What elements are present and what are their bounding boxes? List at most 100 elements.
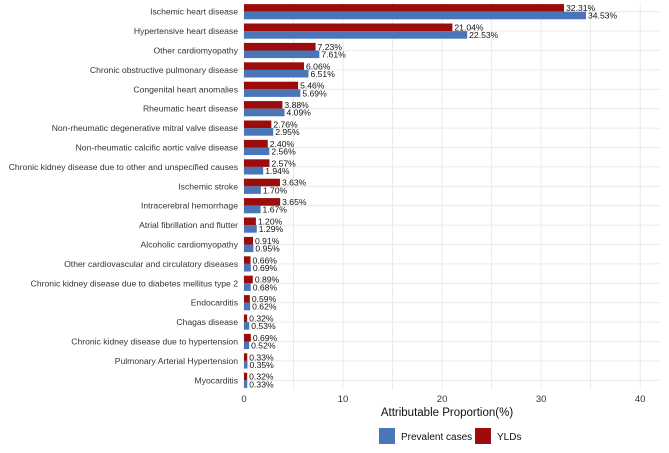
- category-label: Congenital heart anomalies: [133, 84, 238, 94]
- bar-ylds: [244, 62, 305, 70]
- category-label: Chronic kidney disease due to other and …: [9, 162, 238, 172]
- value-label-prevalent-cases: 0.33%: [249, 379, 274, 389]
- value-label-ylds: 21.04%: [454, 23, 484, 33]
- category-label: Ischemic stroke: [178, 181, 238, 191]
- value-label-prevalent-cases: 0.69%: [253, 263, 278, 273]
- value-label-prevalent-cases: 1.94%: [265, 166, 290, 176]
- value-label-ylds: 3.88%: [284, 100, 309, 110]
- bar-ylds: [244, 178, 280, 187]
- x-tick-label: 40: [635, 394, 646, 405]
- bar-prevalent-cases: [244, 108, 285, 117]
- bar-ylds: [244, 139, 268, 148]
- value-label-prevalent-cases: 1.67%: [263, 205, 288, 215]
- bar-ylds: [244, 314, 248, 323]
- bar-prevalent-cases: [244, 283, 251, 291]
- bar-ylds: [244, 256, 251, 264]
- legend-label: YLDs: [497, 432, 521, 443]
- bar-prevalent-cases: [244, 360, 248, 369]
- legend: Prevalent cases YLDs: [379, 428, 521, 444]
- grid-layer: [243, 2, 660, 390]
- bar-ylds: [244, 217, 256, 226]
- bar-prevalent-cases: [244, 205, 261, 214]
- category-label: Hypertensive heart disease: [134, 26, 238, 36]
- category-label: Endocarditis: [191, 298, 238, 308]
- category-label: Atrial fibrillation and flutter: [139, 220, 238, 230]
- category-label: Chronic kidney disease due to hypertensi…: [71, 337, 238, 347]
- x-axis: 0 10 20 30 40: [241, 394, 645, 405]
- value-label-prevalent-cases: 0.62%: [252, 302, 277, 312]
- legend-swatch: [475, 428, 491, 444]
- value-label-ylds: 32.31%: [566, 3, 596, 13]
- value-label-prevalent-cases: 4.09%: [287, 108, 312, 118]
- legend-label: Prevalent cases: [401, 432, 472, 443]
- bar-prevalent-cases: [244, 186, 261, 194]
- bar-ylds: [244, 236, 254, 245]
- category-label: Intracerebral hemorrhage: [141, 201, 238, 211]
- category-label: Chronic kidney disease due to diabetes m…: [31, 278, 239, 288]
- bar-ylds: [244, 81, 299, 90]
- bar-ylds: [244, 372, 248, 381]
- bar-ylds: [244, 353, 248, 361]
- bar-ylds: [244, 4, 565, 12]
- bar-prevalent-cases: [244, 166, 264, 175]
- bar-prevalent-cases: [244, 11, 587, 20]
- value-label-ylds: 2.57%: [271, 158, 296, 168]
- value-label-prevalent-cases: 1.29%: [259, 224, 284, 234]
- bar-ylds: [244, 159, 270, 167]
- value-label-prevalent-cases: 34.53%: [588, 11, 618, 21]
- legend-swatch: [379, 428, 395, 444]
- bar-prevalent-cases: [244, 147, 270, 156]
- value-label-ylds: 2.40%: [270, 139, 295, 149]
- bar-ylds: [244, 275, 253, 284]
- value-label-prevalent-cases: 0.95%: [255, 244, 280, 254]
- category-label: Other cardiomyopathy: [153, 46, 238, 56]
- value-label-prevalent-cases: 2.56%: [271, 147, 296, 157]
- value-label-ylds: 0.69%: [253, 333, 278, 343]
- bar-ylds: [244, 42, 316, 51]
- value-label-prevalent-cases: 0.35%: [249, 360, 274, 370]
- value-label-prevalent-cases: 22.53%: [469, 30, 499, 40]
- bar-ylds: [244, 23, 453, 32]
- bar-ylds: [244, 333, 251, 342]
- x-tick-label: 10: [338, 394, 349, 405]
- value-label-ylds: 1.20%: [258, 217, 283, 227]
- bar-ylds: [244, 198, 281, 206]
- bar-prevalent-cases: [244, 50, 320, 59]
- labels-layer: Ischemic heart disease 32.31%34.53% Hypert…: [9, 3, 618, 389]
- category-label: Rheumatic heart disease: [143, 104, 238, 114]
- bar-prevalent-cases: [244, 89, 301, 97]
- category-label: Alcoholic cardiomyopathy: [141, 240, 239, 250]
- category-label: Chronic obstructive pulmonary disease: [90, 65, 238, 75]
- value-label-ylds: 2.76%: [273, 120, 298, 130]
- bar-prevalent-cases: [244, 380, 248, 388]
- bar-prevalent-cases: [244, 244, 254, 253]
- bar-prevalent-cases: [244, 128, 274, 136]
- value-label-ylds: 6.06%: [306, 61, 331, 71]
- value-label-prevalent-cases: 7.61%: [321, 50, 346, 60]
- value-label-prevalent-cases: 0.68%: [253, 282, 278, 292]
- category-label: Pulmonary Arterial Hypertension: [115, 356, 238, 366]
- x-axis-title: Attributable Proportion(%): [381, 407, 513, 419]
- value-label-prevalent-cases: 0.52%: [251, 341, 276, 351]
- value-label-ylds: 5.46%: [300, 81, 325, 91]
- x-tick-label: 0: [241, 394, 246, 405]
- bar-prevalent-cases: [244, 69, 309, 78]
- category-label: Chagas disease: [176, 317, 238, 327]
- value-label-ylds: 0.32%: [249, 372, 274, 382]
- category-label: Non-rheumatic degenerative mitral valve …: [52, 123, 239, 133]
- bar-prevalent-cases: [244, 322, 250, 330]
- bar-prevalent-cases: [244, 31, 468, 39]
- x-tick-label: 20: [437, 394, 448, 405]
- bar-ylds: [244, 120, 272, 129]
- value-label-prevalent-cases: 1.70%: [263, 185, 288, 195]
- value-label-ylds: 7.23%: [318, 42, 343, 52]
- value-label-prevalent-cases: 6.51%: [310, 69, 335, 79]
- category-label: Ischemic heart disease: [150, 7, 238, 17]
- value-label-prevalent-cases: 0.53%: [251, 321, 276, 331]
- bar-prevalent-cases: [244, 341, 250, 350]
- bar-prevalent-cases: [244, 263, 251, 272]
- value-label-ylds: 0.89%: [255, 275, 280, 285]
- value-label-ylds: 0.66%: [253, 255, 278, 265]
- value-label-ylds: 3.65%: [282, 197, 307, 207]
